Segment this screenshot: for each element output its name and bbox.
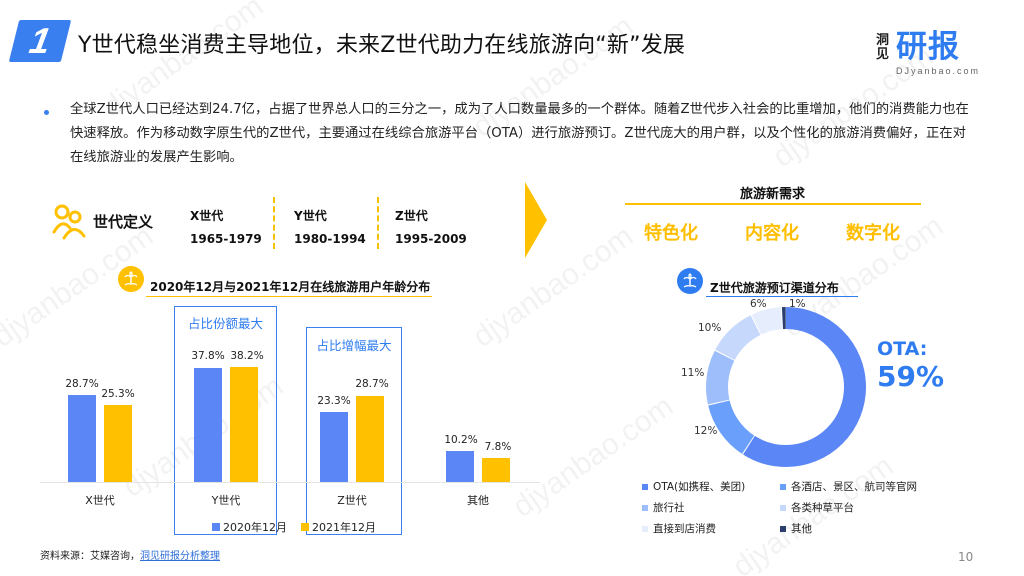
generation-name: X世代 [190, 209, 224, 223]
legend-swatch [642, 504, 648, 511]
legend-swatch [780, 483, 786, 490]
legend-swatch [301, 523, 309, 531]
divider [273, 197, 275, 249]
section-number-badge: 1 [8, 20, 72, 62]
demand-item: 内容化 [745, 223, 799, 244]
palm-island-icon [118, 266, 144, 292]
intro-paragraph: 全球Z世代人口已经达到24.7亿，占据了世界总人口的三分之一，成为了人口数量最多… [70, 102, 969, 165]
bar-value-label: 23.3% [317, 395, 351, 407]
generation-z: Z世代 1995-2009 [395, 205, 467, 251]
category-label: 其他 [467, 494, 489, 507]
logo-small-text: 洞见 [876, 33, 890, 62]
highlight-box-y: 占比份额最大 [174, 306, 277, 535]
category-label: Z世代 [337, 494, 367, 507]
bar-chart-title: 2020年12月与2021年12月在线旅游用户年龄分布 [150, 280, 431, 294]
legend-swatch [642, 483, 648, 490]
highlight-label: 占比增幅最大 [316, 338, 392, 353]
source-prefix: 资料来源：艾媒咨询， [40, 551, 140, 562]
bar-y-2020 [194, 368, 222, 482]
ota-highlight: OTA: 59% [877, 338, 944, 394]
bar-other-2020 [446, 451, 474, 482]
ota-label: OTA: [877, 338, 928, 360]
bullet-icon [44, 110, 49, 115]
pie-value-label: 10% [698, 322, 722, 334]
palm-island-icon [677, 268, 703, 294]
bar-value-label: 25.3% [101, 388, 135, 400]
legend-item: 各酒店、景区、航司等官网 [780, 479, 917, 494]
legend-swatch [212, 523, 220, 531]
ota-value: 59% [877, 360, 945, 393]
bar-z-2021 [356, 396, 384, 482]
section-number: 1 [26, 20, 54, 61]
x-axis [40, 482, 540, 483]
demand-item: 数字化 [846, 223, 900, 244]
logo-url: DJyanbao.com [896, 66, 981, 76]
highlight-box-z: 占比增幅最大 [306, 327, 402, 535]
bar-value-label: 38.2% [230, 350, 264, 362]
pie-value-label: 11% [681, 367, 705, 379]
legend-item: 各类种草平台 [780, 500, 854, 515]
legend-item: 旅行社 [642, 500, 685, 515]
bar-value-label: 28.7% [65, 378, 99, 390]
slice-other [706, 307, 866, 467]
arrow-right-icon [525, 182, 547, 258]
title-underline [706, 296, 858, 297]
bar-value-label: 37.8% [191, 350, 225, 362]
source-note: 资料来源：艾媒咨询，洞见研报分析整理 [40, 547, 220, 562]
demands-title: 旅游新需求 [739, 187, 805, 202]
bar-z-2020 [320, 412, 348, 482]
pie-value-label: 6% [750, 298, 767, 310]
legend-item: 直接到店消费 [642, 521, 716, 536]
bar-y-2021 [230, 367, 258, 482]
legend-swatch [642, 525, 648, 532]
legend-swatch [780, 504, 786, 511]
people-icon [52, 204, 86, 240]
pie-value-label: 1% [789, 298, 806, 310]
highlight-label: 占比份额最大 [187, 316, 263, 331]
bar-x-2021 [104, 405, 132, 482]
legend-item-2020: 2020年12月 [212, 519, 287, 535]
legend-item: OTA(如携程、美团) [642, 479, 745, 494]
pie-chart-title: Z世代旅游预订渠道分布 [710, 281, 839, 295]
demands-divider [625, 203, 921, 205]
divider [377, 197, 379, 249]
generation-y: Y世代 1980-1994 [294, 205, 366, 251]
legend-swatch [780, 525, 786, 532]
generation-range: 1980-1994 [294, 232, 366, 246]
page-title: Y世代稳坐消费主导地位，未来Z世代助力在线旅游向“新”发展 [78, 33, 686, 58]
slice-travel-agency [706, 307, 866, 467]
generation-range: 1995-2009 [395, 232, 467, 246]
bar-x-2020 [68, 395, 96, 482]
demand-item: 特色化 [644, 223, 698, 244]
generation-x: X世代 1965-1979 [190, 205, 262, 251]
age-distribution-bar-chart: 占比份额最大 占比增幅最大 28.7% 25.3% X世代 37.8% 38.2… [40, 300, 540, 535]
generation-definition-label: 世代定义 [93, 213, 154, 231]
bar-value-label: 10.2% [444, 434, 478, 446]
bar-value-label: 28.7% [355, 378, 389, 390]
logo-big-text: 研报 [896, 29, 960, 65]
source-link[interactable]: 洞见研报分析整理 [140, 551, 220, 562]
generation-range: 1965-1979 [190, 232, 262, 246]
generation-name: Z世代 [395, 209, 428, 223]
category-label: X世代 [85, 494, 115, 507]
pie-value-label: 12% [694, 425, 718, 437]
brand-logo: 洞见 研报 DJyanbao.com [876, 29, 978, 76]
category-label: Y世代 [211, 494, 241, 507]
generation-name: Y世代 [294, 209, 327, 223]
legend-item: 其他 [780, 521, 812, 536]
title-underline [146, 296, 432, 297]
bar-value-label: 7.8% [484, 441, 512, 453]
legend-item-2021: 2021年12月 [301, 519, 376, 535]
bar-other-2021 [482, 458, 510, 482]
bar-chart-legend: 2020年12月 2021年12月 [212, 519, 376, 535]
channel-distribution-donut-chart [706, 307, 866, 467]
page-number: 10 [958, 550, 974, 564]
